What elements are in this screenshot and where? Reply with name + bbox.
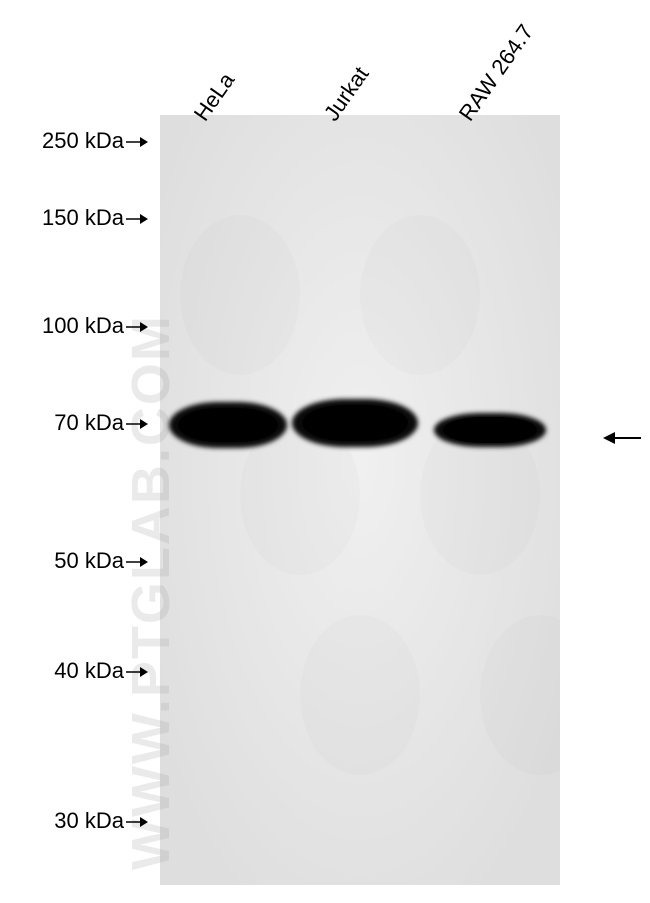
mw-marker-text: 100 kDa [42, 313, 124, 338]
protein-band-core [443, 417, 537, 443]
mw-marker-label: 250 kDa [0, 128, 148, 155]
arrow-right-icon [126, 411, 148, 437]
mw-marker-label: 30 kDa [0, 808, 148, 835]
blot-smudge [300, 615, 420, 775]
figure-container: WWW.PTGLAB.COM HeLaJurkatRAW 264.7 250 k… [0, 0, 650, 903]
arrow-right-icon [126, 129, 148, 155]
blot-smudge [180, 215, 300, 375]
blot-smudge [360, 215, 480, 375]
arrow-right-icon [126, 659, 148, 685]
mw-marker-text: 30 kDa [54, 808, 124, 833]
blot-smudge [480, 615, 560, 775]
mw-marker-label: 100 kDa [0, 313, 148, 340]
mw-marker-label: 70 kDa [0, 410, 148, 437]
target-band-arrow-icon [603, 430, 641, 451]
arrow-left-icon [603, 430, 641, 446]
mw-marker-label: 40 kDa [0, 658, 148, 685]
arrow-right-icon [126, 809, 148, 835]
blot-membrane [160, 115, 560, 885]
arrow-right-icon [126, 314, 148, 340]
mw-marker-text: 40 kDa [54, 658, 124, 683]
protein-band-core [302, 405, 408, 441]
mw-marker-text: 150 kDa [42, 205, 124, 230]
arrow-right-icon [126, 206, 148, 232]
mw-marker-text: 50 kDa [54, 548, 124, 573]
arrow-right-icon [126, 549, 148, 575]
protein-band-core [178, 408, 277, 443]
mw-marker-label: 150 kDa [0, 205, 148, 232]
lane-label: RAW 264.7 [454, 20, 539, 126]
mw-marker-label: 50 kDa [0, 548, 148, 575]
mw-marker-text: 70 kDa [54, 410, 124, 435]
mw-marker-text: 250 kDa [42, 128, 124, 153]
